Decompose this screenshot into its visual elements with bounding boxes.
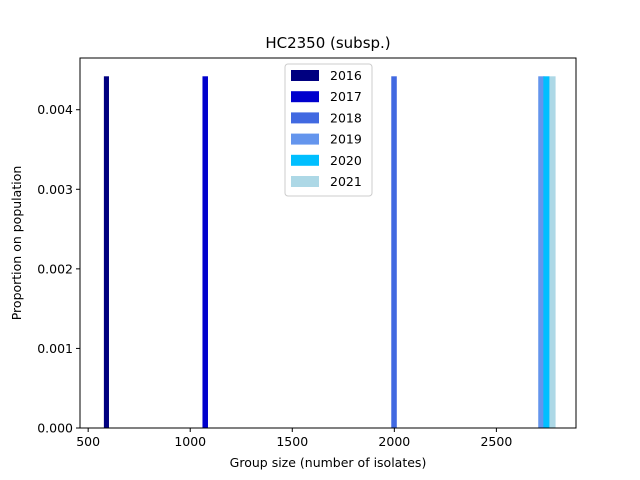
bar-2018 <box>391 76 397 428</box>
legend-label-2019: 2019 <box>330 132 362 147</box>
legend-label-2018: 2018 <box>330 110 362 125</box>
x-axis-label: Group size (number of isolates) <box>230 455 427 470</box>
bar-2019 <box>538 76 545 428</box>
y-tick-label: 0.004 <box>37 102 73 117</box>
bar-2017 <box>202 76 208 428</box>
legend-label-2017: 2017 <box>330 89 362 104</box>
bar-2021 <box>549 76 556 428</box>
legend-label-2020: 2020 <box>330 153 362 168</box>
legend-swatch-2021 <box>291 176 319 187</box>
y-tick-label: 0.002 <box>37 261 73 276</box>
legend-swatch-2018 <box>291 112 319 124</box>
legend-label-2021: 2021 <box>330 174 362 189</box>
y-tick-label: 0.001 <box>37 341 73 356</box>
y-axis-label: Proportion on population <box>9 166 24 321</box>
x-tick-label: 1500 <box>276 434 308 449</box>
x-tick-label: 1000 <box>174 434 206 449</box>
bar-2016 <box>103 76 109 428</box>
y-tick-label: 0.003 <box>37 182 73 197</box>
chart-title: HC2350 (subsp.) <box>265 34 390 52</box>
x-axis: 500 1000 1500 2000 2500 <box>76 428 512 449</box>
legend-swatch-2019 <box>291 133 319 145</box>
x-tick-label: 500 <box>76 434 100 449</box>
legend: 2016 2017 2018 2019 2020 2021 <box>284 63 373 197</box>
legend-swatch-2016 <box>291 70 319 81</box>
y-axis: 0.000 0.001 0.002 0.003 0.004 <box>37 102 80 436</box>
legend-label-2016: 2016 <box>330 68 362 83</box>
legend-swatch-2020 <box>291 154 319 166</box>
x-tick-label: 2000 <box>378 434 410 449</box>
plot-frame <box>79 57 577 429</box>
y-tick-label: 0.000 <box>37 421 73 436</box>
legend-swatch-2017 <box>291 91 319 103</box>
x-tick-label: 2500 <box>480 434 512 449</box>
bar-2020 <box>543 76 550 428</box>
bars-layer <box>103 76 556 428</box>
